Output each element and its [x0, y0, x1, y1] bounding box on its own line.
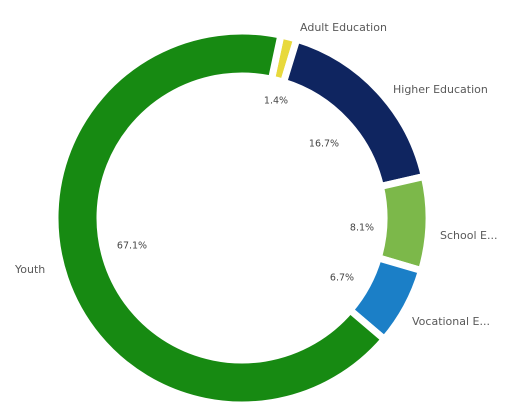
donut-segment	[280, 35, 428, 190]
donut-segment	[374, 172, 433, 275]
category-label: School E...	[440, 229, 497, 242]
value-label: 6.7%	[330, 273, 354, 284]
value-label: 8.1%	[350, 223, 374, 234]
category-label: Youth	[14, 263, 45, 276]
donut-segment	[51, 27, 388, 402]
category-label: Adult Education	[300, 21, 387, 34]
category-label: Vocational E...	[412, 315, 490, 328]
value-label: 1.4%	[264, 96, 288, 107]
category-label: Higher Education	[393, 83, 488, 96]
value-label: 67.1%	[117, 241, 147, 252]
value-label: 16.7%	[309, 139, 339, 150]
